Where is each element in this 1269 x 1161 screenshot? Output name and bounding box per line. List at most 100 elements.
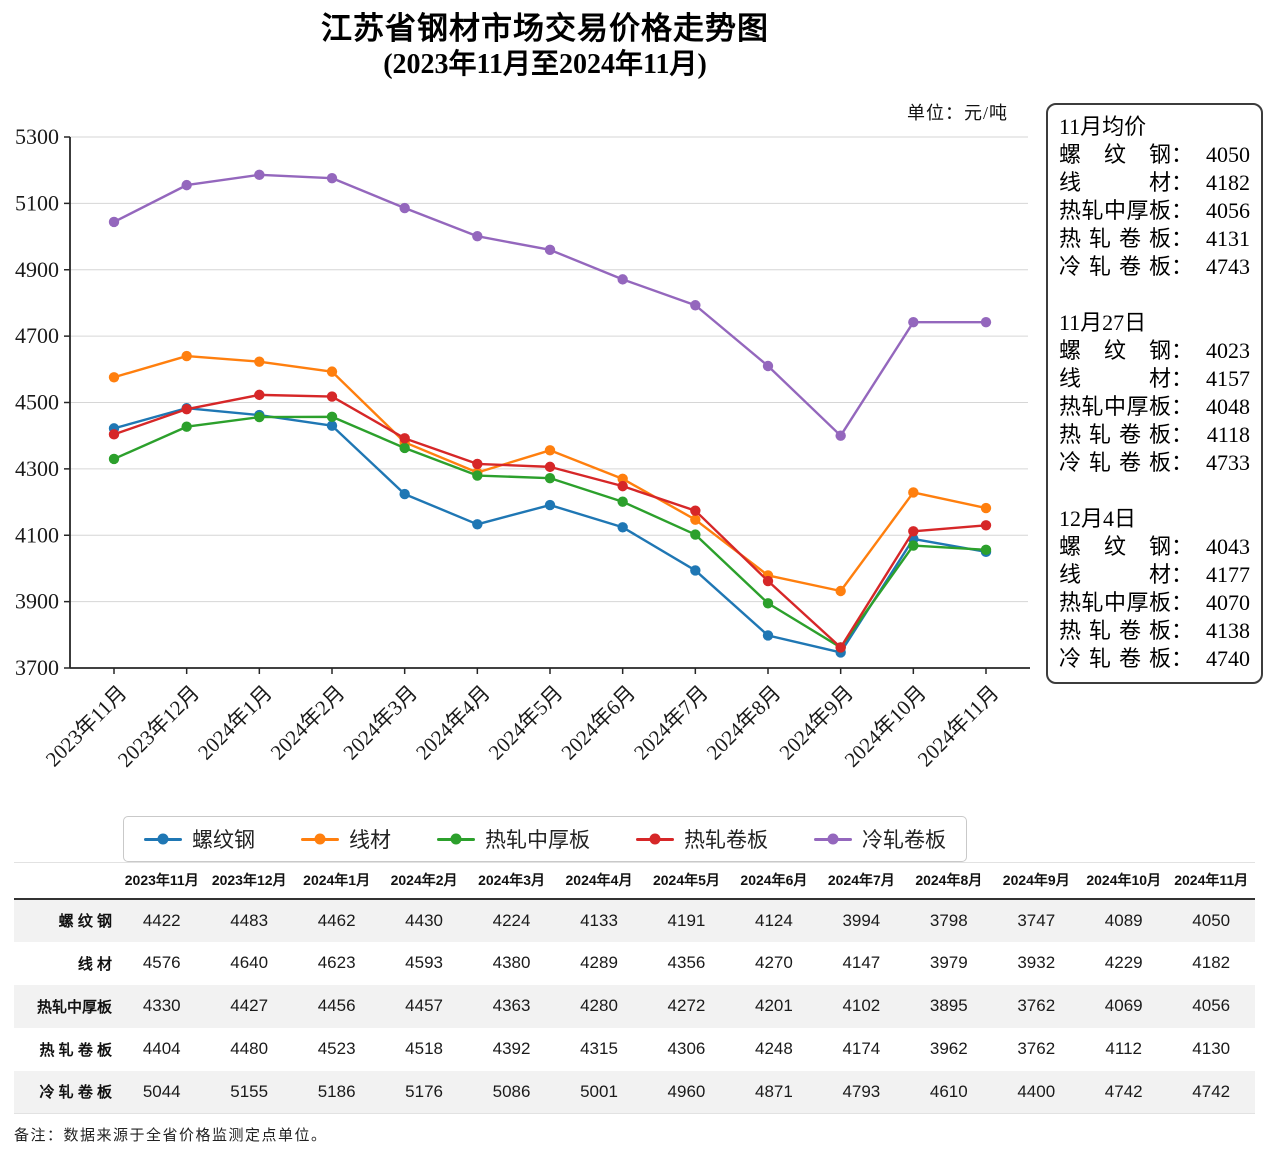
table-cell: 4363 bbox=[492, 996, 531, 1015]
panel-price-label: 冷轧卷板 bbox=[1059, 646, 1171, 671]
data-point bbox=[544, 445, 556, 456]
table-cell: 4623 bbox=[317, 953, 356, 972]
table-column-header: 2023年11月 bbox=[118, 862, 206, 900]
panel-price-row: 热轧中厚板： 4056 bbox=[1059, 197, 1250, 225]
table-cell: 3932 bbox=[1017, 953, 1056, 972]
table-cell: 4124 bbox=[754, 910, 793, 930]
data-point bbox=[326, 172, 338, 184]
data-point bbox=[399, 202, 410, 214]
footnote: 备注：数据来源于全省价格监测定点单位。 bbox=[14, 1128, 328, 1144]
panel-colon: ： bbox=[1171, 226, 1194, 251]
table-cell: 4960 bbox=[667, 1081, 706, 1101]
data-point bbox=[181, 421, 192, 432]
panel-colon: ： bbox=[1171, 590, 1194, 615]
table-cell: 4593 bbox=[405, 953, 443, 972]
data-point bbox=[617, 496, 628, 507]
data-point bbox=[908, 487, 919, 498]
info-panel: 11月均价 螺纹钢： 4050 线材： 4182 热轧中厚板： 4056 热轧卷板： 4131 冷… bbox=[1046, 103, 1263, 684]
legend-item: 线材 bbox=[301, 824, 391, 854]
y-tick-label: 4100 bbox=[15, 522, 59, 547]
data-point bbox=[690, 565, 701, 576]
data-point bbox=[544, 499, 556, 511]
data-point bbox=[690, 514, 701, 525]
table-cell: 4427 bbox=[230, 996, 269, 1015]
panel-colon: ： bbox=[1171, 170, 1194, 195]
table-cell: 3798 bbox=[929, 910, 968, 930]
data-point bbox=[980, 316, 992, 328]
data-point bbox=[326, 391, 338, 402]
table-column-header: 2023年12月 bbox=[205, 862, 293, 900]
panel-price-label: 热轧中厚板 bbox=[1059, 198, 1171, 223]
panel-price-row: 热轧中厚板： 4048 bbox=[1059, 393, 1250, 421]
table-cell: 4462 bbox=[317, 910, 356, 930]
table-header-row: 2023年11月 2023年12月 2024年1月 2024年2月 2024年3月 202… bbox=[14, 862, 1255, 900]
legend-label: 线材 bbox=[349, 828, 391, 852]
x-tick-label: 2024年3月 bbox=[338, 681, 422, 765]
table-cell: 4576 bbox=[142, 953, 181, 972]
table-cell: 5176 bbox=[405, 1081, 443, 1101]
table-cell: 4050 bbox=[1192, 910, 1231, 930]
table-cell: 4640 bbox=[230, 953, 269, 972]
x-tick-label: 2024年6月 bbox=[556, 681, 640, 765]
table-cell: 4523 bbox=[317, 1039, 356, 1058]
data-point bbox=[617, 274, 628, 285]
panel-price-row: 螺纹钢： 4023 bbox=[1059, 337, 1250, 365]
x-tick-label: 2024年2月 bbox=[266, 681, 350, 765]
y-tick-label: 4300 bbox=[15, 456, 59, 481]
panel-price-row: 线材： 4157 bbox=[1059, 365, 1250, 393]
panel-colon: ： bbox=[1171, 394, 1194, 419]
panel-price-label: 螺纹钢 bbox=[1059, 534, 1171, 559]
table-cell: 5155 bbox=[230, 1081, 269, 1101]
data-point bbox=[762, 598, 774, 609]
data-point bbox=[690, 529, 701, 540]
table-cell: 4280 bbox=[580, 996, 618, 1015]
panel-colon: ： bbox=[1171, 422, 1194, 447]
legend-dot-icon bbox=[827, 833, 839, 845]
panel-price-value: 4056 bbox=[1206, 198, 1250, 223]
panel-colon: ： bbox=[1171, 254, 1194, 279]
data-point bbox=[980, 520, 992, 531]
panel-price-label: 线材 bbox=[1059, 366, 1171, 391]
panel-price-row: 热轧中厚板： 4070 bbox=[1059, 589, 1250, 617]
data-point bbox=[908, 316, 919, 328]
panel-price-value: 4043 bbox=[1206, 534, 1250, 559]
data-point bbox=[108, 453, 120, 465]
table-row-label: 线 材 bbox=[77, 955, 112, 973]
data-point bbox=[399, 488, 410, 500]
table-cell: 4483 bbox=[230, 910, 269, 930]
table-cell: 4457 bbox=[405, 996, 443, 1015]
table-head: 2023年11月 2023年12月 2024年1月 2024年2月 2024年3月 202… bbox=[14, 862, 1255, 900]
data-point bbox=[254, 169, 265, 181]
data-point bbox=[108, 429, 120, 440]
panel-price-row: 冷轧卷板： 4733 bbox=[1059, 449, 1250, 477]
table-row-label: 冷 轧 卷 板 bbox=[39, 1084, 112, 1102]
data-point bbox=[544, 461, 556, 473]
table-cell: 4380 bbox=[492, 953, 531, 972]
y-tick-label: 3700 bbox=[15, 655, 59, 680]
chart-subtitle: (2023年11月至2024年11月) bbox=[383, 49, 707, 80]
panel-price-value: 4118 bbox=[1206, 422, 1250, 447]
panel-colon: ： bbox=[1171, 646, 1194, 671]
panel-colon: ： bbox=[1171, 562, 1194, 587]
table-cell: 4404 bbox=[142, 1039, 181, 1058]
table-cell: 4130 bbox=[1192, 1039, 1231, 1058]
x-tick-label: 2024年1月 bbox=[193, 681, 277, 765]
table-cell: 4518 bbox=[405, 1039, 443, 1058]
table-column-header: 2024年2月 bbox=[380, 862, 468, 900]
table-cell: 4224 bbox=[492, 910, 531, 930]
data-point bbox=[108, 216, 120, 228]
table-cell: 4742 bbox=[1192, 1081, 1231, 1101]
data-point bbox=[181, 403, 192, 415]
series-line bbox=[113, 406, 987, 654]
data-point bbox=[181, 179, 192, 191]
panel-colon: ： bbox=[1171, 534, 1194, 559]
panel-colon: ： bbox=[1171, 338, 1194, 363]
data-point bbox=[908, 540, 919, 551]
table-cell: 4201 bbox=[754, 996, 793, 1015]
table-cell: 4182 bbox=[1192, 953, 1231, 972]
x-tick-label: 2024年4月 bbox=[411, 681, 495, 765]
table-cell: 4147 bbox=[842, 953, 881, 972]
table-cell: 4871 bbox=[754, 1081, 793, 1101]
table-column-header: 2024年1月 bbox=[292, 862, 381, 900]
table-cell: 4315 bbox=[580, 1039, 618, 1058]
